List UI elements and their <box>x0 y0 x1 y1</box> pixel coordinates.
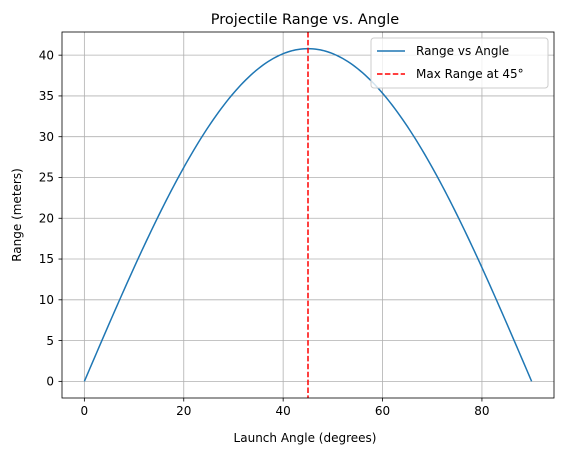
x-axis-ticks: 0 20 40 60 80 <box>81 398 490 418</box>
y-tick-label: 25 <box>39 171 54 185</box>
x-tick-label: 60 <box>375 404 390 418</box>
y-tick-label: 40 <box>39 48 54 62</box>
plot-area <box>61 31 555 399</box>
y-tick-label: 10 <box>39 293 54 307</box>
legend-label-max-range: Max Range at 45° <box>416 67 524 81</box>
y-tick-label: 15 <box>39 252 54 266</box>
legend: Range vs Angle Max Range at 45° <box>370 37 549 89</box>
x-tick-label: 20 <box>176 404 191 418</box>
y-tick-label: 20 <box>39 211 54 225</box>
x-tick-label: 0 <box>81 404 89 418</box>
chart-title: Projectile Range vs. Angle <box>211 12 399 28</box>
axes-frame <box>61 31 555 399</box>
x-tick-label: 40 <box>276 404 291 418</box>
y-tick-label: 30 <box>39 130 54 144</box>
y-tick-label: 35 <box>39 89 54 103</box>
series-layer <box>83 32 533 398</box>
x-tick-label: 80 <box>474 404 489 418</box>
y-axis-label: Range (meters) <box>10 168 24 262</box>
x-axis-label: Launch Angle (degrees) <box>234 431 377 445</box>
legend-box <box>370 37 549 89</box>
y-tick-label: 5 <box>46 334 54 348</box>
y-axis-ticks: 0 5 10 15 20 25 30 35 40 <box>39 48 62 389</box>
legend-label-range: Range vs Angle <box>416 44 509 58</box>
y-tick-label: 0 <box>46 375 54 389</box>
